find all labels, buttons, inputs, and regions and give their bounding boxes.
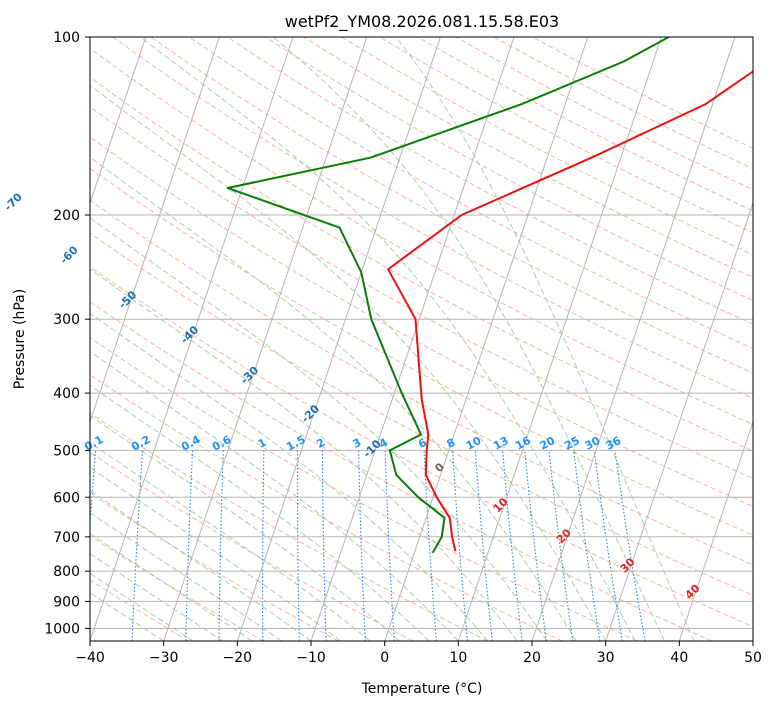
mixing-ratio-line [262,450,265,641]
isotherm-line [236,37,441,641]
mixing-ratio-line [218,450,224,641]
y-tick-label: 500 [53,443,80,459]
dry-adiabat-line [90,337,638,641]
x-tick-label: 50 [744,650,762,666]
y-tick-label: 200 [53,208,80,224]
y-tick-label: 800 [53,564,80,580]
mixing-ratio-label: 13 [491,434,511,453]
mixing-ratio-line [502,450,523,641]
temperature-line [387,70,753,552]
chart-title: wetPf2_YM08.2026.081.15.58.E03 [285,12,559,32]
isotherm-line [310,37,515,641]
sounding-series [226,37,753,554]
isotherm-line [678,420,753,641]
isotherms [90,37,753,641]
moist-adiabats [90,37,695,641]
moist-adiabat-line [90,532,253,641]
mixing-ratio-label: 16 [513,434,533,453]
dry-adiabat-line [90,47,753,426]
y-tick-label: 1000 [44,621,80,637]
moist-adiabat-line [90,384,430,641]
dry-adiabat-line [90,136,753,507]
dry-adiabat-line [111,37,753,400]
moist-adiabat-line [90,466,341,641]
x-tick-label: 10 [449,650,467,666]
isotherm-line [90,37,147,205]
dry-adiabat-line [90,579,190,641]
x-tick-label: −10 [296,650,326,666]
x-axis-ticks: −40 −30 −20 −10 0 10 20 30 40 50 [75,641,762,666]
isotherm-line [384,37,589,641]
x-tick-label: −20 [223,650,253,666]
dry-adiabat-line [150,37,753,374]
mixing-ratio-line [297,450,300,641]
dry-adiabat-line [90,412,488,641]
x-tick-label: 20 [523,650,541,666]
moist-adiabat-line [90,351,459,641]
y-tick-label: 300 [53,312,80,328]
x-tick-label: 40 [670,650,688,666]
mixing-ratio-line [384,450,395,641]
y-axis-label: Pressure (hPa) [12,289,28,389]
isotherm-line [605,201,753,641]
mixing-ratio-label: 36 [604,434,624,453]
isotherm-line [163,37,368,641]
y-tick-label: 600 [53,490,80,506]
moist-adiabat-line [90,442,371,641]
x-tick-label: 0 [380,650,389,666]
dry-adiabats [90,37,753,641]
mixing-ratio-label: 25 [562,434,582,453]
dewpoint-line [226,37,670,554]
mixing-ratio-label: 20 [538,434,558,453]
isotherm-line [531,37,736,641]
mixing-ratio-label: 30 [583,434,603,453]
dry-adiabat-line [90,266,753,628]
moist-adiabat-line [90,592,164,641]
isotherm-line [90,37,220,424]
moist-adiabat-line [395,37,695,641]
x-tick-label: −40 [75,650,105,666]
dry-adiabat-line [90,535,264,641]
dry-adiabat-line [90,301,712,641]
y-axis-ticks: 100 200 300 400 500 600 700 800 900 1000 [44,30,90,637]
isotherm-line [90,37,294,641]
y-tick-label: 900 [53,594,80,610]
x-tick-label: 30 [597,650,615,666]
mixing-ratio-line [321,450,327,641]
dry-adiabat-line [226,37,753,325]
dry-adiabat-line [188,37,753,349]
y-tick-label: 700 [53,530,80,546]
mixing-ratio-line [185,450,194,641]
x-tick-label: −30 [149,650,179,666]
mixing-ratio-line [358,450,366,641]
pressure-gridlines [90,37,753,629]
mixing-ratio-line [90,450,97,531]
y-tick-label: 400 [53,386,80,402]
x-axis-label: Temperature (°C) [361,681,483,697]
moist-adiabat-line [272,37,666,641]
moist-adiabat-line [90,572,194,641]
isotherm-line [457,37,662,641]
moist-adiabat-line [90,268,518,641]
plot-area [90,37,753,641]
dry-adiabat-line [90,199,753,566]
mixing-ratio-line [524,450,547,641]
moist-adiabat-line [90,553,223,641]
mixing-ratio-line [423,450,437,641]
axes-frame [89,36,754,642]
mixing-ratio-line [452,450,469,641]
y-tick-label: 100 [53,30,80,46]
moist-adiabat-line [90,312,489,641]
moist-adiabat-line [139,37,636,641]
dry-adiabat-line [90,451,414,641]
moist-adiabat-line [90,84,607,641]
dry-adiabat-line [90,374,563,641]
mixing-ratio-label: 10 [464,434,484,453]
moist-adiabat-line [90,156,577,641]
dry-adiabat-line [90,232,753,596]
moist-adiabat-line [90,414,400,641]
